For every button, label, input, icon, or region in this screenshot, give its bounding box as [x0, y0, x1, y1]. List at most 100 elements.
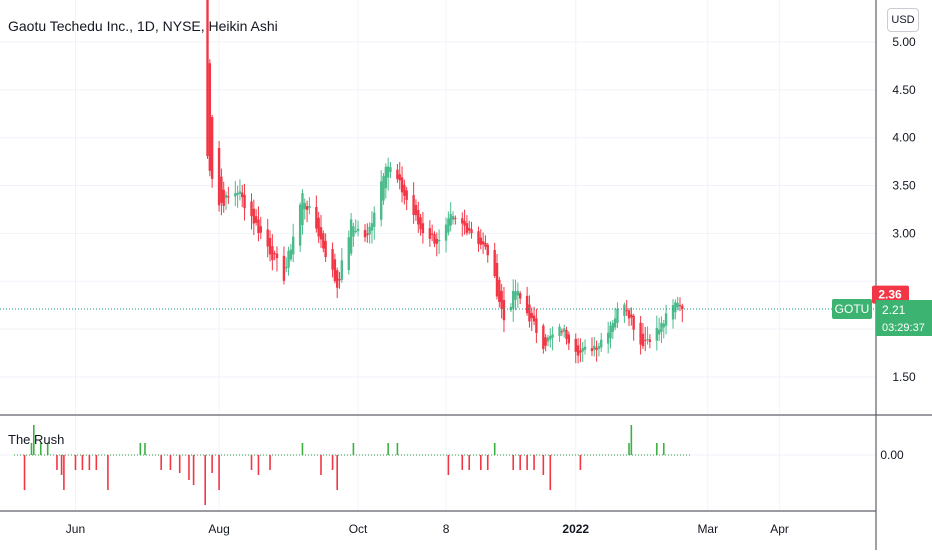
- last-price-label: 2.21: [882, 303, 906, 317]
- y-tick-label: 4.50: [892, 83, 916, 97]
- x-tick-label: Apr: [770, 522, 789, 536]
- candle-body: [465, 223, 469, 233]
- candle-body: [236, 192, 239, 195]
- candle-body: [630, 314, 633, 318]
- symbol-label: GOTU: [835, 302, 870, 316]
- x-tick-label: 8: [443, 522, 450, 536]
- candle-body: [298, 204, 302, 246]
- candle-body: [565, 330, 568, 339]
- candle-body: [301, 193, 304, 226]
- candle-body: [285, 266, 288, 269]
- candle-body: [227, 196, 230, 198]
- candle-body: [303, 203, 306, 210]
- candle-body: [336, 270, 339, 288]
- y-tick-label: 5.00: [892, 35, 916, 49]
- candle-body: [516, 290, 520, 296]
- x-tick-label: Jun: [66, 522, 85, 536]
- candle-body: [562, 328, 566, 332]
- last-price-label-bg: [876, 300, 932, 337]
- candle-body: [224, 194, 228, 198]
- candle-body: [623, 304, 626, 316]
- candle-body: [238, 191, 242, 194]
- candle-body: [234, 193, 237, 197]
- candle-body: [532, 315, 536, 322]
- candle-body: [252, 208, 256, 224]
- currency-selector[interactable]: USD: [887, 8, 919, 32]
- chart-title: Gaotu Techedu Inc., 1D, NYSE, Heikin Ash…: [8, 18, 278, 34]
- candle-body: [616, 308, 619, 323]
- candle-body: [435, 238, 438, 244]
- candle-body: [412, 195, 415, 215]
- candle-body: [660, 322, 663, 332]
- candle-body: [208, 63, 212, 171]
- candle-body: [530, 312, 533, 319]
- candle-body: [514, 291, 517, 300]
- candle-body: [518, 293, 522, 299]
- candle-body: [646, 339, 649, 341]
- candle-body: [567, 334, 571, 344]
- candle-body: [220, 176, 223, 203]
- y-tick-label: 1.50: [892, 370, 916, 384]
- candle-body: [437, 239, 441, 242]
- candle-body: [664, 313, 668, 326]
- candle-body: [625, 310, 628, 312]
- candle-body: [373, 212, 376, 227]
- candle-body: [590, 348, 594, 352]
- candle-body: [273, 253, 276, 255]
- y-tick-label: 3.00: [892, 226, 916, 240]
- candle-body: [500, 290, 503, 309]
- candle-body: [389, 167, 392, 172]
- candle-body: [352, 226, 355, 237]
- candle-body: [433, 234, 436, 244]
- candle-body: [396, 169, 399, 180]
- candle-body: [317, 217, 320, 237]
- candle-body: [627, 310, 631, 319]
- x-tick-label: Aug: [208, 522, 229, 536]
- last-high-label-bg: [872, 285, 909, 304]
- y-tick-label: 4.00: [892, 131, 916, 145]
- candle-body: [356, 228, 360, 232]
- candle-body: [579, 350, 582, 353]
- candle-body: [470, 229, 473, 234]
- candle-body: [282, 255, 286, 281]
- candle-body: [417, 210, 420, 225]
- candle-body: [581, 348, 584, 352]
- candle-body: [484, 242, 487, 247]
- candle-body: [333, 259, 337, 282]
- candle-body: [502, 299, 506, 321]
- x-tick-label: 2022: [562, 522, 589, 536]
- candle-body: [546, 337, 550, 342]
- candle-body: [454, 217, 457, 219]
- candle-body: [354, 230, 357, 232]
- candle-body: [551, 334, 554, 338]
- candle-body: [430, 233, 434, 235]
- candle-body: [403, 184, 406, 196]
- last-high-label: 2.36: [878, 288, 902, 302]
- candle-body: [468, 228, 471, 231]
- x-tick-label: Oct: [349, 522, 368, 536]
- candle-body: [308, 205, 311, 208]
- candle-body: [241, 192, 244, 198]
- candle-body: [606, 332, 610, 344]
- candle-body: [289, 249, 293, 260]
- candle-body: [662, 323, 665, 328]
- candle-body: [419, 217, 422, 230]
- candle-body: [331, 249, 334, 270]
- candle-body: [479, 237, 482, 245]
- candle-body: [340, 260, 344, 280]
- candle-body: [250, 201, 253, 217]
- candle-body: [366, 233, 369, 236]
- candle-body: [678, 305, 682, 307]
- candle-body: [644, 339, 647, 341]
- candle-body: [657, 329, 661, 335]
- candle-body: [254, 216, 258, 223]
- candle-body: [674, 302, 677, 313]
- candle-body: [444, 224, 448, 241]
- candle-body: [291, 236, 295, 255]
- candle-body: [259, 226, 262, 233]
- candle-body: [461, 218, 464, 224]
- candle-body: [560, 331, 564, 333]
- candle-body: [421, 223, 425, 234]
